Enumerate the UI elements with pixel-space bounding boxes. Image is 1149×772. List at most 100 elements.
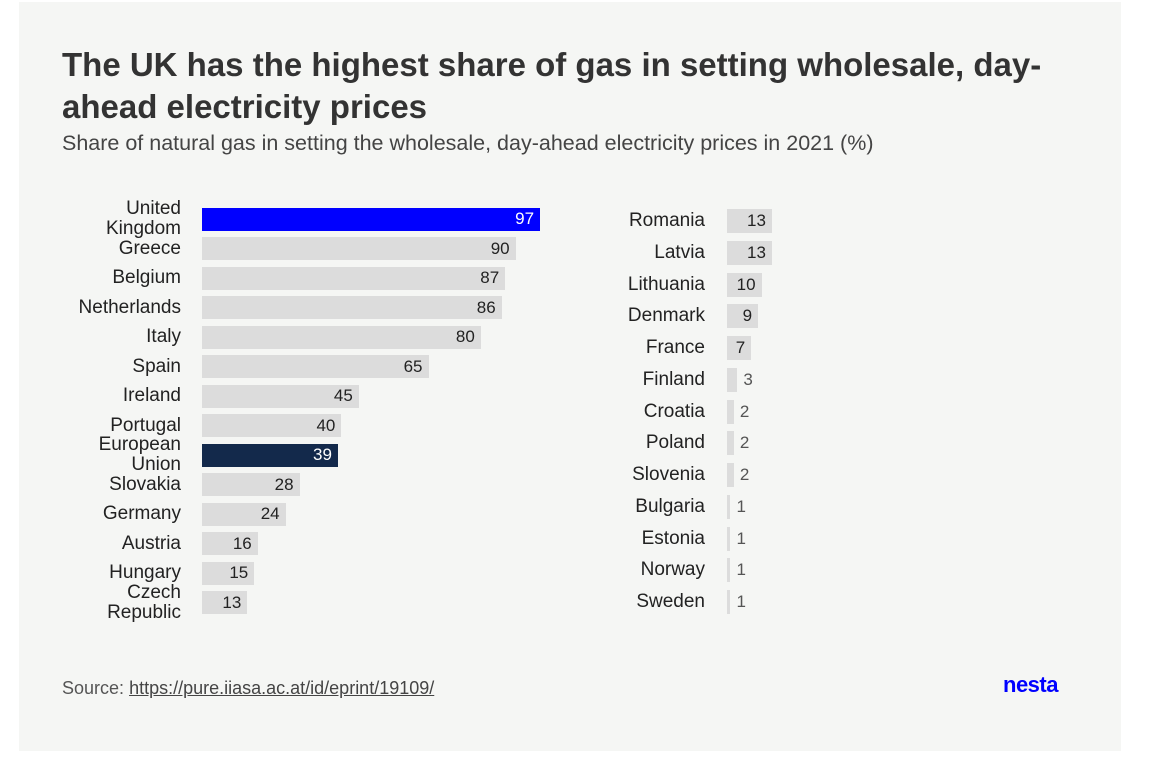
value-label: 65	[403, 356, 423, 376]
category-label: Latvia	[580, 233, 705, 273]
category-label: Lithuania	[580, 265, 705, 305]
value-label: 2	[739, 433, 750, 453]
category-label-text: Italy	[146, 326, 181, 347]
category-label-text: Germany	[102, 503, 181, 524]
category-label-text: United Kingdom	[106, 198, 181, 239]
category-label-text: Bulgaria	[635, 495, 705, 517]
bar	[202, 414, 342, 437]
source-link[interactable]: https://pure.iiasa.ac.at/id/eprint/19109…	[129, 678, 435, 698]
category-label: France	[580, 328, 705, 368]
category-label: Ireland	[56, 376, 181, 416]
category-label: Netherlands	[56, 288, 181, 328]
category-label: Poland	[580, 423, 705, 463]
category-label-text: Spain	[132, 355, 181, 377]
bar	[727, 463, 734, 487]
category-label-text: Romania	[628, 210, 705, 231]
value-label: 9	[742, 306, 753, 326]
category-label: Hungary	[56, 553, 181, 593]
bar	[727, 336, 752, 360]
value-label: 39	[312, 445, 332, 464]
bar	[202, 561, 255, 585]
category-label: Portugal	[56, 406, 181, 446]
category-label: Slovenia	[580, 455, 705, 495]
bar	[727, 431, 734, 456]
category-label-text: Sweden	[636, 591, 705, 612]
bar	[727, 209, 772, 233]
category-label-text: Netherlands	[78, 296, 181, 318]
value-label: 7	[735, 338, 746, 357]
category-label: Austria	[56, 524, 181, 564]
category-label-text: Belgium	[112, 267, 181, 288]
bar	[727, 526, 731, 551]
value-label: 24	[260, 504, 280, 523]
category-label-text: Portugal	[110, 414, 181, 436]
bar	[727, 240, 772, 265]
category-label: Bulgaria	[580, 487, 705, 527]
value-label: 1	[736, 528, 746, 548]
category-label: United Kingdom	[56, 199, 181, 239]
value-label: 1	[736, 496, 746, 516]
category-label: Greece	[56, 229, 181, 269]
bar	[727, 558, 731, 583]
bar	[202, 296, 502, 319]
category-label: Czech Republic	[56, 581, 181, 623]
category-label-text: Finland	[642, 368, 705, 390]
value-label: 13	[747, 242, 766, 262]
category-label-text: Hungary	[109, 562, 181, 583]
category-label-text: Austria	[121, 532, 181, 554]
category-label: Romania	[580, 201, 705, 241]
nesta-logo: nesta	[1003, 672, 1058, 697]
category-label-text: European Union	[98, 434, 181, 475]
value-label: 1	[736, 592, 746, 611]
category-label-text: Slovenia	[632, 464, 705, 485]
bar	[202, 384, 359, 408]
category-label-text: Latvia	[654, 241, 705, 263]
category-label: Sweden	[580, 582, 705, 622]
value-label: 87	[480, 268, 500, 287]
bar	[202, 473, 300, 496]
chart-title: The UK has the highest share of gas in s…	[62, 46, 1042, 125]
category-label-text: Estonia	[641, 527, 705, 549]
bar	[727, 367, 738, 392]
chart-subtitle: Share of natural gas in setting the whol…	[62, 131, 874, 155]
bar	[202, 502, 286, 526]
bar	[727, 590, 731, 614]
category-label: Slovakia	[56, 465, 181, 505]
category-label-text: Greece	[118, 237, 181, 259]
category-label-text: Czech Republic	[107, 581, 181, 623]
category-label-text: Ireland	[122, 385, 181, 406]
value-label: 1	[736, 560, 746, 580]
bar	[202, 266, 506, 290]
category-label: European Union	[56, 435, 181, 475]
value-label: 3	[743, 369, 753, 389]
category-label: Belgium	[56, 258, 181, 298]
source-prefix: Source:	[62, 678, 125, 698]
bar	[202, 237, 516, 260]
bar	[202, 591, 248, 614]
bar	[727, 272, 762, 297]
category-label-text: Poland	[645, 432, 705, 454]
category-label: Croatia	[580, 392, 705, 432]
category-label: Denmark	[580, 296, 705, 336]
value-label: 10	[736, 274, 756, 294]
bar	[727, 304, 759, 329]
category-label: Spain	[56, 347, 181, 387]
value-label: 16	[232, 533, 252, 553]
bar	[202, 325, 481, 349]
value-label: 97	[515, 209, 535, 228]
category-label: Italy	[56, 317, 181, 357]
category-label-text: Croatia	[643, 400, 705, 422]
category-label-text: Lithuania	[627, 273, 705, 295]
source-note: Source: https://pure.iiasa.ac.at/id/epri…	[62, 678, 434, 699]
value-label: 45	[333, 386, 353, 405]
category-label-text: Denmark	[627, 305, 705, 327]
bar	[727, 494, 731, 519]
category-label: Estonia	[580, 519, 705, 559]
category-label: Finland	[580, 360, 705, 400]
category-label-text: Slovakia	[109, 473, 181, 495]
value-label: 28	[274, 474, 294, 494]
value-label: 40	[316, 415, 336, 435]
bar	[727, 399, 734, 424]
category-label-text: Norway	[640, 559, 705, 581]
category-label: Norway	[580, 550, 705, 590]
